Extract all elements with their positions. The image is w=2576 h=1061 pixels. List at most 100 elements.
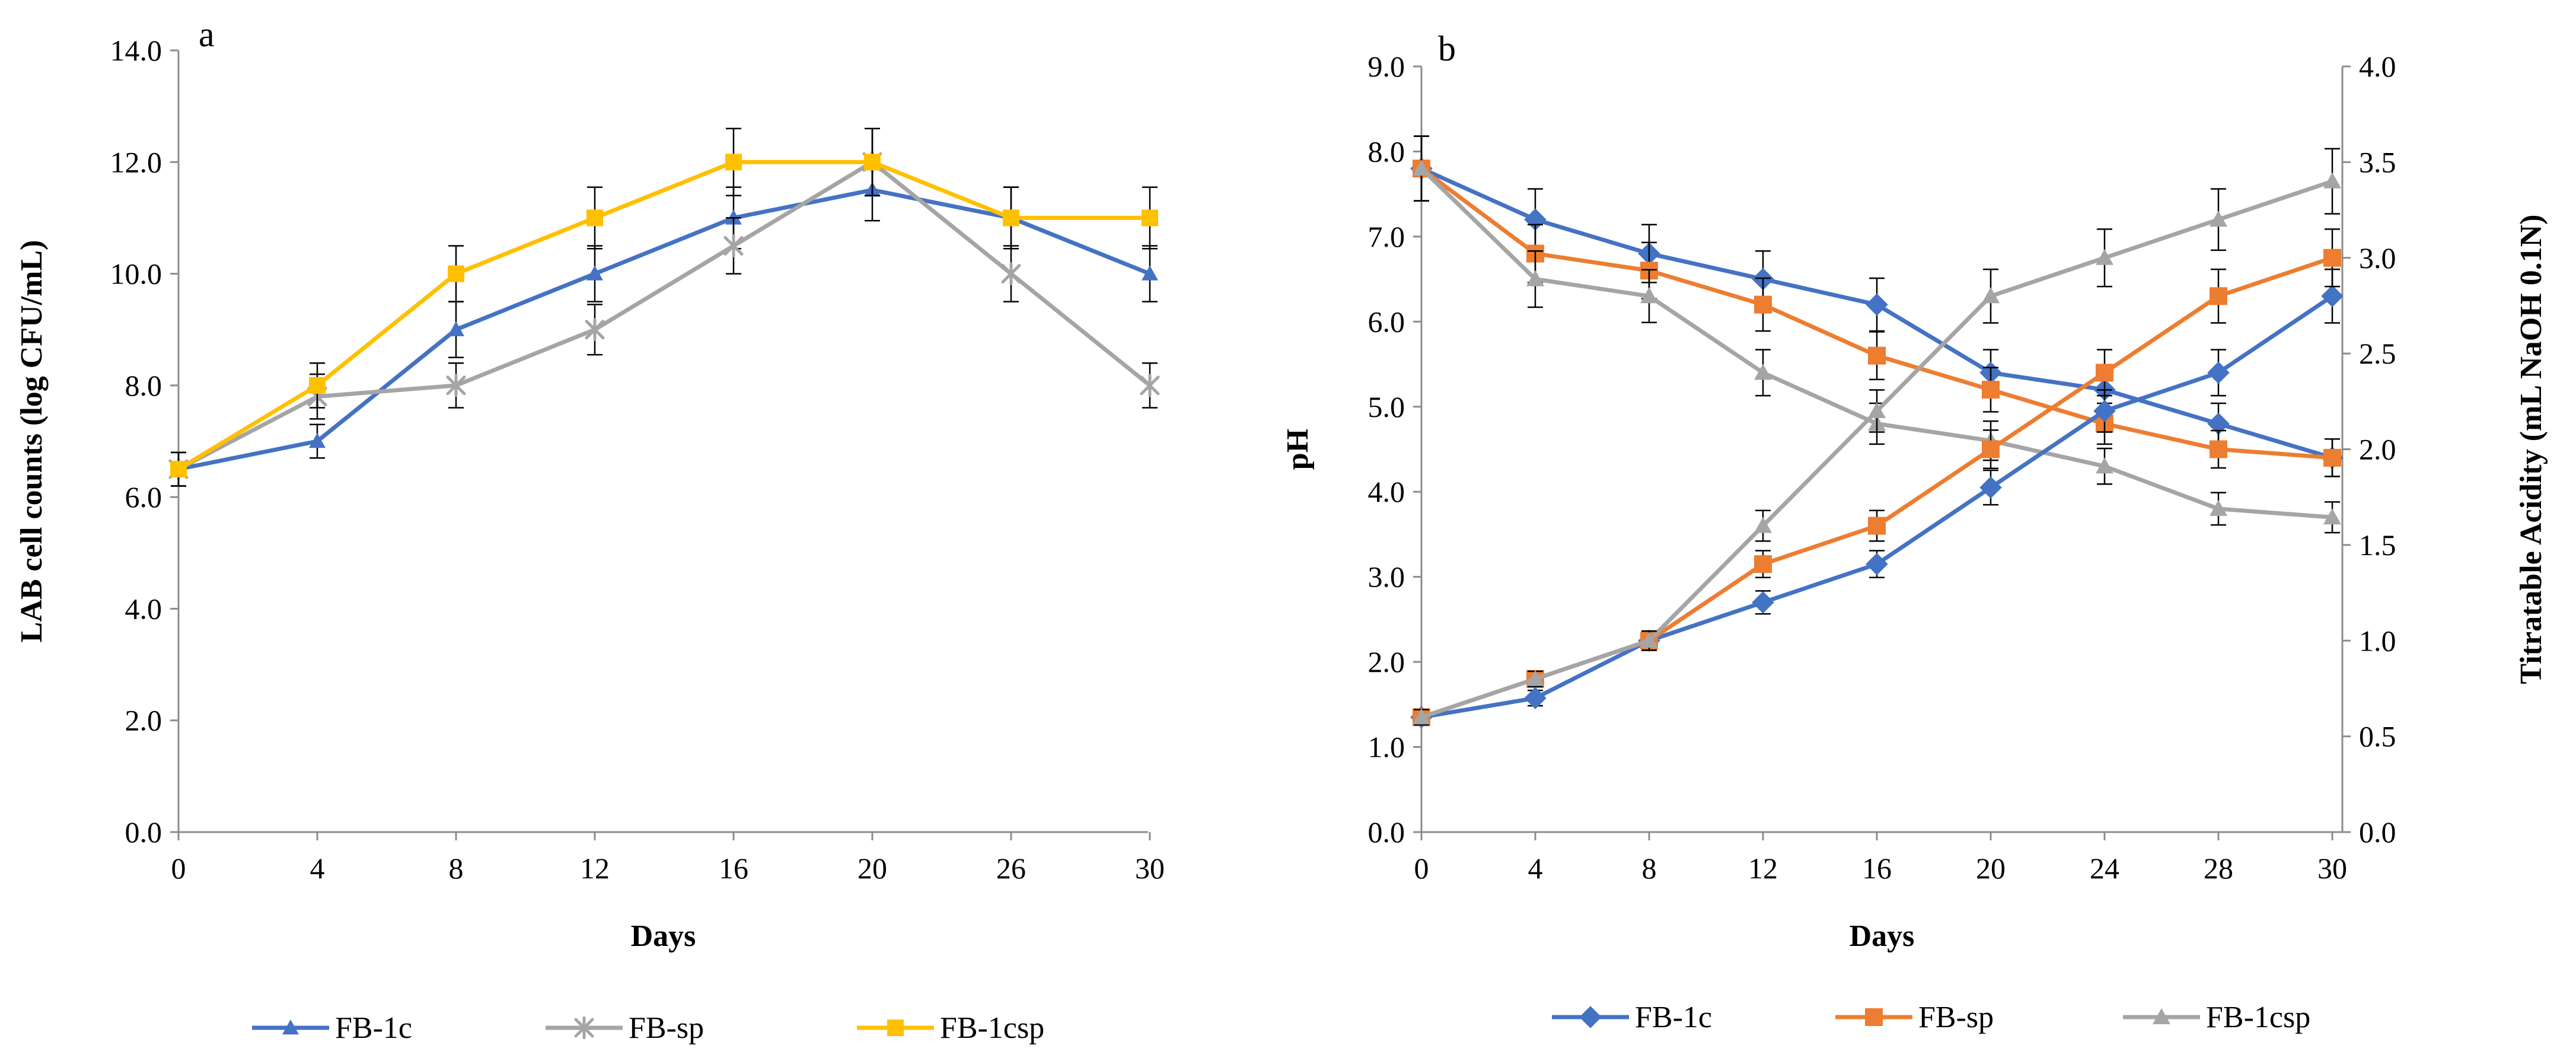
- y2-tick-label: 0.5: [2359, 720, 2396, 753]
- y-tick-label: 0.0: [1368, 815, 1405, 849]
- x-tick-label: 12: [1748, 852, 1778, 885]
- data-point: [2093, 400, 2116, 422]
- panel-b-chart: 0.0 1.0 2.0 3.0 4.0 5.0 6.0 7.0 8.0 9.0 0.0 0.5 1.0 1…: [1281, 29, 2548, 1034]
- series-line: [177, 160, 1150, 471]
- legend-marker: [1579, 1006, 1602, 1028]
- data-point: [1982, 440, 2000, 458]
- data-point: [448, 265, 464, 282]
- series-fb-sp-left: [1413, 135, 2341, 477]
- legend-label: FB-sp: [629, 1011, 704, 1045]
- y-tick-label: 6.0: [125, 480, 162, 514]
- data-point: [586, 209, 603, 227]
- panel-label: b: [1438, 29, 1456, 68]
- data-point: [1142, 265, 1158, 281]
- y2-tick-label: 1.5: [2359, 528, 2396, 562]
- data-point: [2096, 248, 2113, 265]
- data-point: [1140, 374, 1160, 397]
- y2-tick-label: 3.5: [2359, 145, 2396, 179]
- data-point: [2096, 364, 2113, 382]
- x-tick-label: 8: [1642, 852, 1657, 885]
- series-fb-1csp-right: [1413, 148, 2341, 726]
- y-tick-label: 2.0: [125, 704, 162, 737]
- data-point: [1982, 381, 2000, 399]
- x-axis-title: Days: [631, 919, 696, 953]
- data-point: [2323, 448, 2341, 467]
- data-point: [1868, 346, 1886, 365]
- data-point: [864, 154, 881, 171]
- legend-label: FB-1csp: [2206, 1001, 2310, 1034]
- legend-item-fb-1c: FB-1c: [252, 1011, 412, 1045]
- data-point: [2210, 211, 2227, 227]
- data-point: [725, 209, 742, 225]
- data-point: [1868, 517, 1886, 535]
- x-axis-title: Days: [1850, 919, 1915, 953]
- series-fb-1c: [170, 158, 1158, 487]
- x-tick-label: 28: [2204, 852, 2233, 885]
- data-point: [2210, 287, 2227, 305]
- data-point: [2207, 412, 2230, 435]
- y-tick-label: 0.0: [125, 815, 162, 849]
- data-point: [2210, 440, 2227, 458]
- series-fb-sp: [168, 128, 1160, 487]
- x-tick-label: 12: [580, 852, 610, 885]
- series-line: [1420, 179, 2333, 719]
- data-point: [1866, 293, 1888, 316]
- legend-label: FB-1c: [335, 1011, 412, 1045]
- series-line: [177, 160, 1152, 471]
- legend-item-fb-sp: FB-sp: [546, 1011, 704, 1045]
- x-tick-label: 20: [1976, 852, 2006, 885]
- data-point: [1754, 555, 1772, 573]
- x-tick-label: 24: [2090, 852, 2119, 885]
- data-point: [446, 374, 466, 397]
- data-point: [1982, 287, 2000, 304]
- data-point: [1413, 708, 1430, 725]
- legend-label: FB-1c: [1635, 1001, 1712, 1034]
- data-point: [2096, 457, 2113, 474]
- data-point: [723, 234, 744, 257]
- data-point: [1640, 287, 1658, 304]
- data-point: [725, 154, 742, 171]
- y-tick-label: 10.0: [110, 257, 162, 291]
- data-point: [1413, 160, 1430, 176]
- x-tick-label: 4: [310, 852, 325, 885]
- legend-label: FB-1csp: [940, 1011, 1044, 1045]
- data-point: [1979, 476, 2002, 499]
- legend-marker: [574, 1016, 594, 1040]
- data-point: [2207, 361, 2230, 384]
- y-tick-label: 3.0: [1368, 560, 1405, 594]
- panel-a-chart: 0.0 2.0 4.0 6.0 8.0 10.0 12.0 14.0 0 4 8 12 16 20 26 30…: [15, 15, 1165, 1045]
- data-point: [1524, 687, 1547, 709]
- data-point: [1752, 591, 1774, 614]
- data-point: [1754, 517, 1772, 533]
- y2-tick-label: 2.5: [2359, 337, 2396, 370]
- y2-tick-label: 2.0: [2359, 433, 2396, 466]
- x-tick-label: 8: [449, 852, 464, 885]
- y-tick-label: 8.0: [125, 369, 162, 402]
- y-tick-label: 7.0: [1368, 220, 1405, 253]
- series-fb-1csp: [170, 128, 1158, 487]
- y-tick-label: 5.0: [1368, 390, 1405, 423]
- y-tick-label: 14.0: [110, 34, 162, 67]
- legend-item-fb-sp: FB-sp: [1835, 1001, 1994, 1034]
- legend-marker: [887, 1019, 904, 1036]
- y2-axis-title: Titratable Acidity (mL NaOH 0.1N): [2514, 214, 2548, 684]
- y-tick-label: 9.0: [1368, 50, 1405, 83]
- data-point: [309, 377, 326, 394]
- data-point: [1001, 262, 1021, 285]
- y-tick-label: 2.0: [1368, 645, 1405, 678]
- data-point: [1003, 209, 1019, 227]
- data-point: [1754, 295, 1772, 314]
- data-point: [448, 321, 464, 336]
- data-point: [2323, 248, 2341, 267]
- legend-marker: [282, 1019, 299, 1035]
- y-tick-label: 6.0: [1368, 305, 1405, 338]
- legend-label: FB-sp: [1918, 1001, 1994, 1034]
- legend-marker: [2153, 1008, 2170, 1024]
- x-tick-label: 0: [171, 852, 186, 885]
- data-point: [2210, 499, 2227, 516]
- data-point: [586, 265, 603, 281]
- y2-tick-label: 1.0: [2359, 624, 2396, 657]
- y-tick-label: 4.0: [1368, 475, 1405, 508]
